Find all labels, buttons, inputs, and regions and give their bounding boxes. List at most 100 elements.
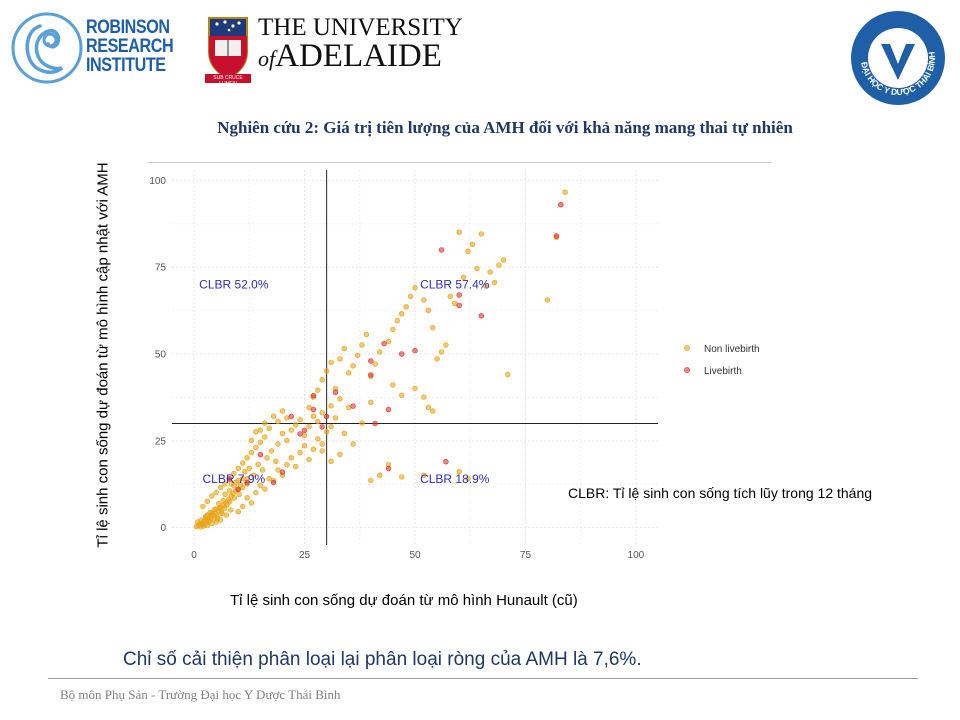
chart-legend: Non livebirth Livebirth [684,344,760,377]
point-non-livebirth [332,415,339,421]
point-non-livebirth [323,429,330,435]
point-non-livebirth [239,484,246,491]
point-non-livebirth [328,423,334,430]
point-non-livebirth [239,503,246,510]
point-non-livebirth [465,248,471,255]
point-non-livebirth [217,504,224,510]
point-non-livebirth [403,304,409,310]
point-livebirth [381,340,387,347]
point-non-livebirth [244,495,250,501]
point-non-livebirth [562,189,568,195]
scatter-chart: 0 25 50 75 100 0 25 50 75 100 CLBR 52.0% CLBR 57.4… [149,170,760,560]
point-non-livebirth [275,441,281,447]
point-non-livebirth [368,399,374,406]
point-non-livebirth [328,359,334,366]
point-non-livebirth [194,519,201,525]
point-non-livebirth [200,503,206,510]
adelaide-motto: SUB CRUCE LUMEN [213,75,243,87]
point-non-livebirth [337,451,343,458]
point-non-livebirth [248,449,255,456]
x-tick-label: 100 [628,550,645,560]
point-non-livebirth [465,476,471,482]
point-non-livebirth [337,396,343,402]
point-non-livebirth [377,349,383,355]
point-non-livebirth [262,434,268,440]
point-livebirth [235,486,242,493]
robinson-institute-wordmark: ROBINSON RESEARCH INSTITUTE [86,18,174,75]
point-non-livebirth [421,394,427,400]
point-non-livebirth [500,257,507,263]
point-non-livebirth [297,417,303,423]
point-non-livebirth [213,506,219,512]
point-non-livebirth [214,515,221,522]
point-non-livebirth [264,455,270,461]
y-tick-label: 50 [155,350,167,361]
point-non-livebirth [257,439,264,445]
chart-points [193,189,568,530]
robinson-institute-logo [11,12,83,84]
point-non-livebirth [425,404,431,411]
point-non-livebirth [239,476,246,482]
point-non-livebirth [394,318,400,324]
point-non-livebirth [319,448,325,454]
point-non-livebirth [288,455,295,461]
point-livebirth [372,420,378,427]
point-non-livebirth [328,403,334,409]
point-non-livebirth [213,489,219,496]
legend-label-livebirth: Livebirth [704,366,742,377]
x-axis-label: Tỉ lệ sinh con sống dự đoán từ mô hình H… [230,592,578,609]
point-non-livebirth [288,427,295,433]
point-non-livebirth [257,427,264,433]
point-non-livebirth [284,462,290,468]
point-non-livebirth [430,324,436,331]
point-livebirth [412,347,418,354]
point-non-livebirth [231,482,237,489]
point-non-livebirth [297,449,303,456]
footer-text: Bộ môn Phụ Sản - Trường Đại học Y Dược T… [60,687,341,702]
point-non-livebirth [456,229,462,235]
point-non-livebirth [310,413,317,419]
point-non-livebirth [399,474,405,480]
x-tick-label: 0 [191,550,197,560]
adelaide-name: ADELAIDE [275,38,442,74]
point-non-livebirth [337,356,343,362]
point-livebirth [257,452,264,458]
point-non-livebirth [239,460,246,466]
point-non-livebirth [350,363,356,369]
point-non-livebirth [210,511,216,517]
point-non-livebirth [328,458,334,464]
point-non-livebirth [306,456,312,463]
point-non-livebirth [341,430,348,437]
point-livebirth [456,302,462,309]
point-non-livebirth [279,430,286,437]
thai-binh-university-logo: ĐẠI HỌC Y DƯỢC THÁI BÌNH [851,11,945,105]
y-tick-label: 25 [155,436,167,447]
point-non-livebirth [255,461,261,468]
point-livebirth [301,427,308,434]
point-non-livebirth [491,279,498,286]
point-non-livebirth [219,510,225,517]
point-non-livebirth [253,489,259,496]
point-non-livebirth [421,472,427,478]
point-non-livebirth [268,448,275,454]
clbr-definition: CLBR: Tỉ lệ sinh con sống tích lũy trong… [568,485,873,501]
point-non-livebirth [222,491,228,497]
point-livebirth [558,201,564,208]
point-non-livebirth [483,283,489,289]
point-non-livebirth [236,491,242,497]
point-non-livebirth [430,408,436,414]
legend-marker-non-livebirth [684,345,690,351]
point-non-livebirth [266,476,272,482]
adelaide-crest-icon [205,17,251,83]
point-non-livebirth [421,297,427,303]
point-non-livebirth [293,422,299,428]
point-non-livebirth [293,463,299,470]
point-non-livebirth [301,443,308,449]
point-non-livebirth [460,274,467,281]
y-tick-label: 0 [160,523,166,534]
point-livebirth [368,358,374,364]
point-non-livebirth [315,387,321,393]
point-non-livebirth [319,410,325,416]
point-non-livebirth [242,469,248,475]
x-tick-label: 25 [299,550,311,560]
